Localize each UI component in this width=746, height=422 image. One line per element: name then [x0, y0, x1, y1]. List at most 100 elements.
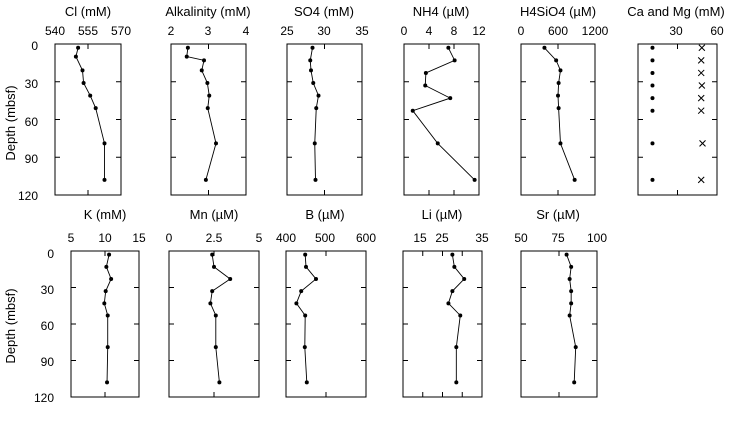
data-point: [210, 289, 215, 294]
panel-frame-alkalinity: [170, 43, 247, 196]
data-point: [105, 313, 110, 318]
data-point: [558, 141, 563, 146]
series-line-k: [103, 254, 112, 383]
x-tick-li-0: 15: [413, 231, 427, 245]
data-point: [452, 58, 457, 63]
x-tick-sr-0: 50: [514, 231, 528, 245]
data-point: [105, 345, 110, 350]
data-point: [104, 264, 109, 269]
panel-k: [70, 250, 140, 398]
data-point: [299, 289, 304, 294]
data-point: [454, 345, 459, 350]
data-point: [304, 380, 309, 385]
series-line-li: [447, 254, 465, 383]
y-tick-0: 0: [31, 39, 38, 53]
data-point: [185, 45, 190, 50]
panel-frame-h4sio4: [520, 43, 596, 196]
data-point: [564, 252, 569, 257]
data-point: [202, 58, 206, 63]
x-tick-camg-1: 30: [669, 24, 683, 38]
series-line-b: [295, 254, 317, 383]
x-tick-nh4-2: 8: [451, 24, 458, 38]
data-point: [312, 141, 317, 146]
data-point: [81, 81, 86, 86]
data-point: [303, 252, 308, 257]
data-point: [88, 93, 93, 98]
x-tick-cl-1: 555: [78, 24, 98, 38]
data-point: [304, 264, 308, 269]
panel-nh4: [403, 43, 480, 196]
x-tick-alk-0: 2: [168, 24, 175, 38]
x-tick-mn-2: 5: [256, 231, 263, 245]
data-point: [310, 45, 315, 50]
x-tick-mn-0: 0: [166, 231, 173, 245]
data-point: [205, 81, 210, 86]
panel-title-li: Li (µM): [422, 207, 463, 222]
series-line-alkalinity: [186, 47, 217, 181]
data-point: [650, 58, 655, 63]
panel-frame-li: [402, 250, 483, 398]
x-tick-nh4-0: 0: [401, 24, 408, 38]
panel-frame-nh4: [403, 43, 480, 196]
x-tick-cl-2: 570: [111, 24, 131, 38]
panel-mn: [168, 250, 260, 398]
data-point: [313, 177, 318, 182]
x-tick-mn-1: 2.5: [206, 231, 223, 245]
data-point: [569, 289, 574, 294]
data-point: [556, 93, 560, 98]
y-tick-120-b: 120: [34, 391, 54, 405]
data-point: [199, 68, 204, 73]
data-point: [569, 264, 574, 269]
data-point: [208, 301, 213, 306]
data-point: [103, 289, 108, 294]
x-tick-nh4-3: 12: [472, 24, 486, 38]
panel-title-k: K (mM): [84, 207, 127, 222]
panel-frame-sr: [520, 250, 598, 398]
data-point: [650, 108, 655, 113]
panel-so4: [286, 43, 363, 196]
data-point: [454, 380, 459, 385]
y-tick-30: 30: [25, 77, 39, 91]
x-tick-so4-0: 25: [280, 24, 294, 38]
data-point: [472, 177, 477, 182]
panel-alkalinity: [170, 43, 247, 196]
data-point: [210, 252, 215, 257]
panel-frame-mn: [168, 250, 260, 398]
data-point: [450, 252, 455, 257]
panel-title-alkalinity: Alkalinity (mM): [165, 4, 250, 19]
data-point: [650, 70, 655, 75]
x-tick-k-2: 15: [132, 231, 146, 245]
panel-b: [285, 250, 367, 398]
data-point: [567, 276, 572, 281]
data-point: [446, 45, 451, 50]
x-tick-b-2: 600: [356, 231, 376, 245]
x-tick-alk-2: 4: [243, 24, 250, 38]
x-tick-cl-0: 540: [45, 24, 65, 38]
data-point: [93, 106, 98, 111]
panel-cl: [54, 43, 122, 196]
data-point: [311, 81, 316, 86]
x-tick-li-4: 35: [475, 231, 489, 245]
x-tick-nh4-1: 4: [426, 24, 433, 38]
data-point: [556, 81, 561, 86]
data-point: [423, 70, 428, 75]
panel-sr: [520, 250, 598, 398]
x-tick-b-1: 500: [315, 231, 335, 245]
data-point: [572, 380, 577, 385]
data-point: [458, 313, 463, 318]
data-point: [102, 301, 107, 306]
data-point: [184, 54, 189, 59]
data-point: [205, 106, 210, 111]
series-line-so4: [309, 47, 319, 180]
x-tick-alk-1: 3: [205, 24, 212, 38]
data-point: [303, 313, 308, 318]
series-line-nh4: [412, 47, 475, 181]
data-point-x: [697, 69, 705, 77]
data-point: [207, 93, 212, 98]
data-point: [650, 96, 655, 101]
data-point: [569, 301, 574, 306]
panel-title-mn: Mn (µM): [190, 207, 239, 222]
x-tick-li-2: 25: [435, 231, 449, 245]
data-point: [212, 264, 216, 269]
y-tick-90-b: 90: [41, 355, 55, 369]
